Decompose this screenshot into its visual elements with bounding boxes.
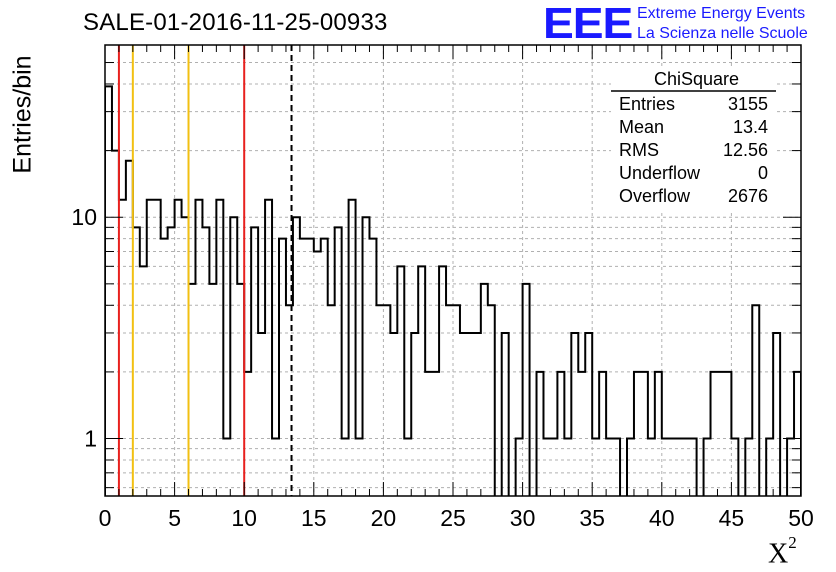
run-title: SALE-01-2016-11-25-00933 [83,9,388,36]
x-axis-label: X2 [768,533,797,570]
logo-mark: EEE [543,0,633,48]
eee-logo: EEE Extreme Energy Events La Scienza nel… [543,2,833,46]
y-tick-label: 1 [84,426,97,452]
stats-row-value: 12.56 [723,140,768,160]
x-tick-label: 50 [788,505,814,531]
stats-row-value: 3155 [728,94,768,114]
stats-box-bg [611,66,776,210]
logo-line1: Extreme Energy Events [637,5,806,22]
x-tick-label: 45 [719,505,745,531]
stats-row-value: 0 [758,163,768,183]
x-tick-label: 15 [301,505,327,531]
x-tick-label: 30 [510,505,536,531]
x-tick-label: 35 [579,505,605,531]
stats-row-label: Mean [619,117,664,137]
x-tick-label: 0 [99,505,112,531]
stats-row-value: 2676 [728,186,768,206]
stats-row-value: 13.4 [733,117,768,137]
x-tick-label: 25 [440,505,466,531]
y-tick-label: 10 [71,204,97,230]
stats-box-title: ChiSquare [654,69,739,89]
stats-row-label: Entries [619,94,675,114]
stats-row-label: Overflow [619,186,691,206]
stats-row-label: RMS [619,140,659,160]
stats-row-label: Underflow [619,163,701,183]
logo-line2: La Scienza nelle Scuole [637,25,808,42]
x-tick-label: 40 [649,505,675,531]
x-tick-label: 20 [371,505,397,531]
x-tick-label: 5 [168,505,181,531]
x-tick-label: 10 [231,505,257,531]
histogram-series [105,85,801,496]
